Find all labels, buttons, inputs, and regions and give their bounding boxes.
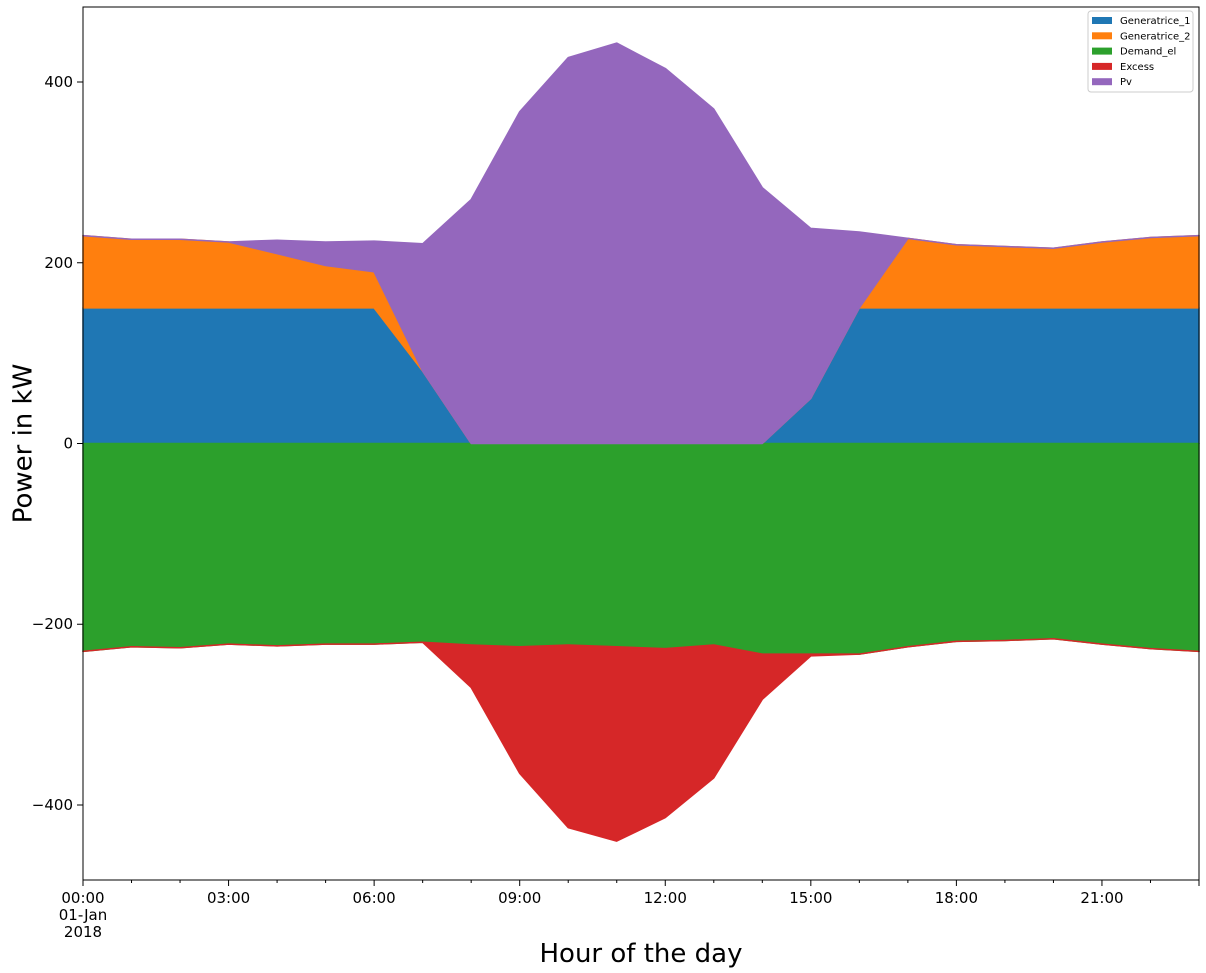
y-tick-label: −400 <box>32 796 73 814</box>
legend-swatch <box>1092 78 1112 86</box>
y-tick-label: 200 <box>44 254 73 272</box>
x-tick-label: 03:00 <box>207 889 250 907</box>
y-tick-label: 0 <box>63 435 73 453</box>
legend-label: Generatrice_2 <box>1120 31 1190 42</box>
legend-label: Excess <box>1120 62 1154 73</box>
area-demand-el <box>82 442 1200 655</box>
x-tick-label: 00:00 01-Jan 2018 <box>59 889 107 941</box>
legend-swatch <box>1092 62 1112 70</box>
x-axis-title: Hour of the day <box>540 939 743 969</box>
area-excess <box>82 637 1200 842</box>
legend-frame <box>1087 10 1194 93</box>
y-axis: −400 −200 0 200 400 <box>32 73 83 814</box>
x-axis: 00:00 01-Jan 2018 03:00 06:00 09:00 12:00 15:00… <box>59 880 1200 941</box>
legend: Generatrice_1 Generatrice_2 Demand_el Exces… <box>1087 10 1194 93</box>
legend-swatch <box>1092 47 1112 55</box>
x-tick-label: 15:00 <box>789 889 832 907</box>
y-tick-label: 400 <box>44 73 73 91</box>
legend-swatch <box>1092 32 1112 40</box>
legend-label: Demand_el <box>1120 47 1176 58</box>
y-tick-label: −200 <box>32 615 73 633</box>
x-tick-label: 06:00 <box>353 889 396 907</box>
x-tick-label: 18:00 <box>935 889 978 907</box>
area-layer <box>82 42 1200 842</box>
legend-label: Generatrice_1 <box>1120 16 1190 27</box>
legend-swatch <box>1092 17 1112 24</box>
x-tick-label: 21:00 <box>1080 889 1123 907</box>
legend-label: Pv <box>1120 77 1132 88</box>
x-tick-label: 09:00 <box>498 889 541 907</box>
x-tick-label: 12:00 <box>644 889 687 907</box>
y-axis-title: Power in kW <box>9 364 39 524</box>
